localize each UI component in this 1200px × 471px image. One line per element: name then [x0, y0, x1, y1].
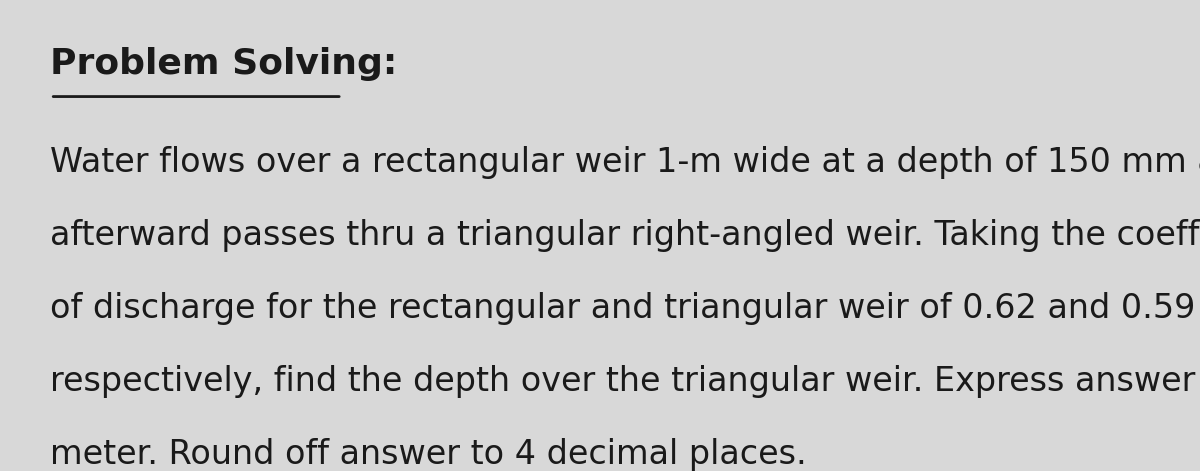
Text: respectively, find the depth over the triangular weir. Express answer in: respectively, find the depth over the tr… — [50, 365, 1200, 398]
Text: Problem Solving:: Problem Solving: — [50, 47, 397, 81]
Text: of discharge for the rectangular and triangular weir of 0.62 and 0.59: of discharge for the rectangular and tri… — [50, 292, 1195, 325]
Text: Water flows over a rectangular weir 1-m wide at a depth of 150 mm and: Water flows over a rectangular weir 1-m … — [50, 146, 1200, 179]
Text: meter. Round off answer to 4 decimal places.: meter. Round off answer to 4 decimal pla… — [50, 438, 808, 471]
Text: afterward passes thru a triangular right-angled weir. Taking the coefficient: afterward passes thru a triangular right… — [50, 219, 1200, 252]
